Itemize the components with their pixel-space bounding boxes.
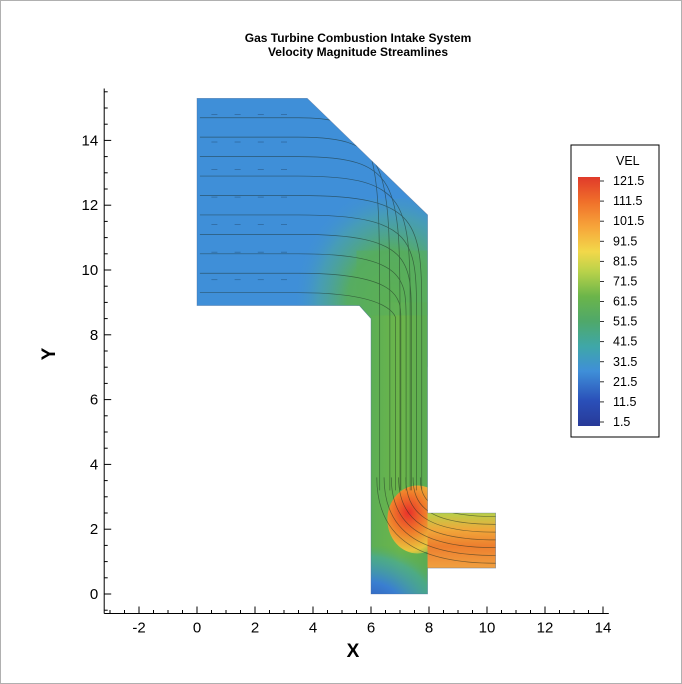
legend-level-label: 121.5: [613, 174, 644, 188]
x-tick-label: 0: [193, 619, 201, 636]
y-tick-label: 12: [82, 197, 99, 214]
legend-level-label: 51.5: [613, 315, 637, 329]
legend-colorbar: [578, 177, 600, 426]
streamline: [199, 214, 417, 491]
chart-subtitle: Velocity Magnitude Streamlines: [268, 45, 448, 59]
streamline: [199, 272, 402, 491]
x-tick-label: -2: [132, 619, 145, 636]
streamline: [199, 253, 407, 491]
legend-level-label: 11.5: [613, 395, 636, 409]
streamlines: [199, 114, 496, 564]
y-tick-label: 8: [90, 327, 98, 344]
legend-level-label: 71.5: [613, 274, 637, 288]
streamline: [398, 477, 496, 541]
flow-domain: [196, 98, 496, 595]
x-tick-label: 6: [367, 619, 375, 636]
streamline: [419, 477, 496, 517]
legend-level-label: 31.5: [613, 355, 637, 369]
x-tick-label: 12: [537, 619, 554, 636]
legend-level-label: 61.5: [613, 295, 637, 309]
streamline: [376, 477, 496, 564]
x-tick-label: 14: [595, 619, 612, 636]
legend-level-label: 81.5: [613, 254, 637, 268]
streamline: [390, 477, 496, 549]
y-tick-label: 14: [82, 132, 99, 149]
y-tick-label: 10: [82, 262, 99, 279]
legend-level-label: 41.5: [613, 335, 637, 349]
streamline: [199, 292, 396, 491]
x-tick-label: 2: [251, 619, 259, 636]
legend-level-label: 111.5: [613, 194, 642, 208]
y-axis-label: Y: [39, 347, 60, 360]
legend-level-label: 21.5: [613, 375, 637, 389]
axes: -2 0 2 4 6 8 10 12 14 0 2 4 6 8 10 12 14: [82, 88, 612, 636]
streamline: [199, 156, 401, 491]
y-tick-label: 2: [90, 521, 98, 538]
x-tick-label: 8: [425, 619, 433, 636]
streamline: [199, 234, 412, 491]
x-tick-label: 10: [479, 619, 496, 636]
legend-level-label: 101.5: [613, 214, 644, 228]
legend-title: VEL: [616, 154, 640, 168]
y-tick-label: 6: [90, 392, 98, 409]
legend: VEL 121.5 111.5 101.5 91.5 81.5 71.5 61.5 51.5 4…: [570, 144, 660, 438]
streamline: [199, 175, 411, 491]
streamline: [383, 477, 496, 556]
x-tick-label: 4: [309, 619, 317, 636]
y-tick-label: 0: [90, 586, 98, 603]
streamline: [199, 136, 391, 491]
streamline: [405, 477, 496, 533]
legend-level-label: 91.5: [613, 234, 637, 248]
legend-level-label: 1.5: [613, 415, 630, 429]
chart-title: Gas Turbine Combustion Intake System: [245, 31, 472, 45]
x-axis-label: X: [347, 641, 360, 662]
y-tick-label: 4: [90, 456, 98, 473]
streamline: [199, 195, 423, 491]
